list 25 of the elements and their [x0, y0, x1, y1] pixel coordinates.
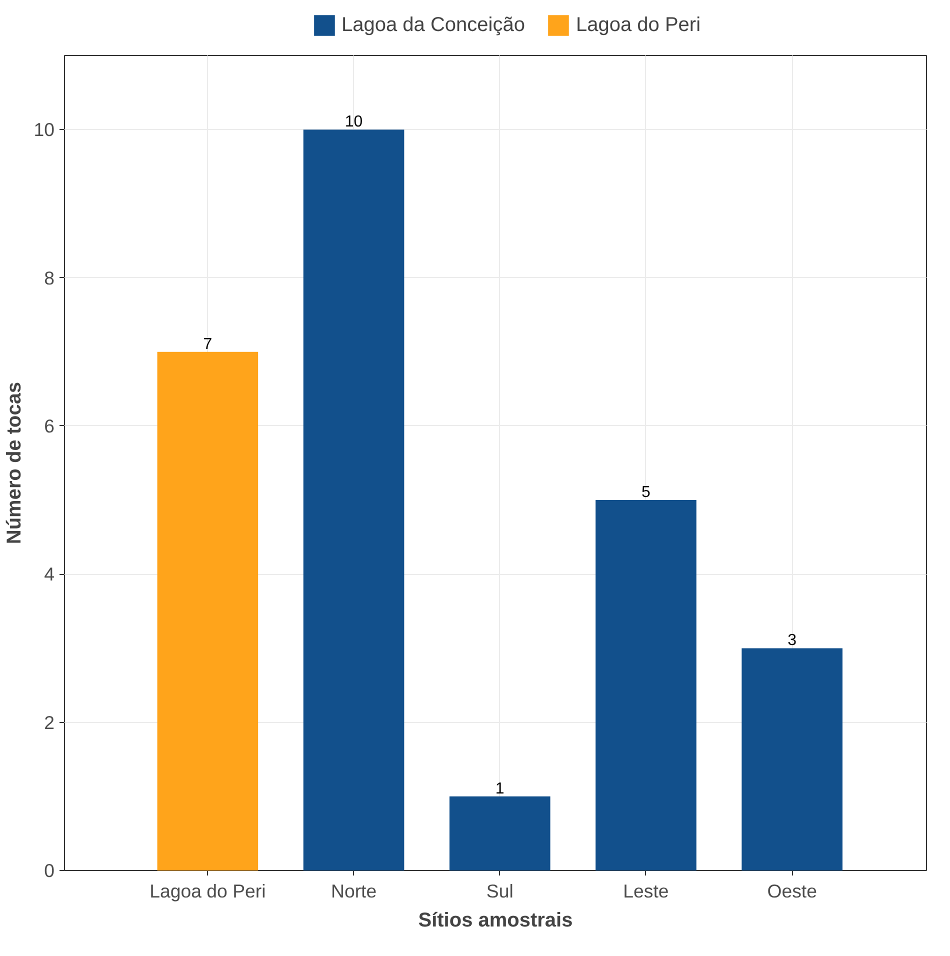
data-label: 5: [642, 484, 651, 502]
data-label: 10: [344, 114, 363, 131]
bar: [742, 648, 842, 870]
bar: [449, 796, 550, 870]
x-tick-label: Oeste: [767, 880, 817, 902]
y-tick-label: 2: [44, 712, 55, 733]
y-tick-label: 4: [44, 564, 55, 585]
x-tick-label: Leste: [623, 880, 669, 902]
bar: [157, 352, 258, 870]
x-tick-label: Sul: [486, 880, 514, 902]
y-tick-label: 6: [44, 415, 55, 436]
data-label: 7: [203, 336, 212, 353]
legend-label: Lagoa do Peri: [576, 14, 701, 36]
y-tick-label: 8: [44, 267, 55, 288]
data-label: 3: [788, 632, 797, 650]
x-axis-title: Sítios amostrais: [418, 910, 573, 932]
data-label: 1: [495, 780, 504, 798]
y-axis-title: Número de tocas: [4, 382, 26, 544]
bar: [303, 130, 404, 870]
bar: [596, 500, 696, 870]
y-tick-label: 0: [44, 860, 55, 881]
x-tick-label: Lagoa do Peri: [150, 880, 266, 902]
legend-label: Lagoa da Conceição: [341, 14, 525, 36]
y-tick-label: 10: [34, 119, 55, 140]
x-tick-label: Norte: [330, 880, 377, 902]
